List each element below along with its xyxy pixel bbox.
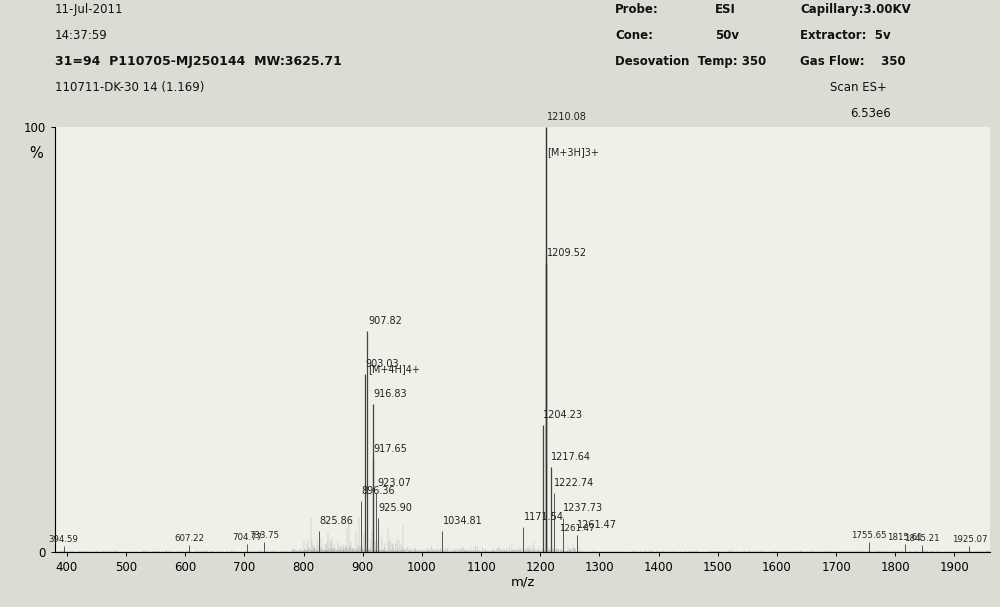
Text: 923.07: 923.07	[377, 478, 411, 488]
Text: 1217.64: 1217.64	[551, 452, 591, 463]
Text: 1222.74: 1222.74	[554, 478, 595, 488]
Text: 1925.07: 1925.07	[952, 535, 987, 544]
Text: Cone:: Cone:	[615, 29, 653, 42]
Text: [M+4H]4+: [M+4H]4+	[368, 364, 420, 374]
Text: 6.53e6: 6.53e6	[850, 107, 891, 120]
Text: 14:37:59: 14:37:59	[55, 29, 108, 42]
Text: 110711-DK-30 14 (1.169): 110711-DK-30 14 (1.169)	[55, 81, 204, 94]
X-axis label: m/z: m/z	[510, 576, 535, 589]
Text: Scan ES+: Scan ES+	[830, 81, 887, 94]
Text: 1204.23: 1204.23	[543, 410, 583, 420]
Text: 1171.54: 1171.54	[524, 512, 564, 522]
Text: 1209.52: 1209.52	[546, 248, 587, 259]
Text: 917.65: 917.65	[374, 444, 408, 454]
Text: [M+3H]3+: [M+3H]3+	[547, 148, 599, 157]
Text: Gas Flow:    350: Gas Flow: 350	[800, 55, 906, 68]
Text: 31=94  P110705-MJ250144  MW:3625.71: 31=94 P110705-MJ250144 MW:3625.71	[55, 55, 342, 68]
Text: ESI: ESI	[715, 3, 736, 16]
Text: 394.59: 394.59	[49, 535, 79, 544]
Text: 704.77: 704.77	[232, 533, 262, 541]
Text: 903.03: 903.03	[365, 359, 399, 369]
Text: 1210.08: 1210.08	[547, 112, 587, 123]
Text: 896.36: 896.36	[361, 486, 395, 497]
Text: 1261.47: 1261.47	[559, 524, 594, 534]
Text: Desovation  Temp: 350: Desovation Temp: 350	[615, 55, 766, 68]
Text: 733.75: 733.75	[249, 531, 279, 540]
Text: 825.86: 825.86	[319, 516, 353, 526]
Text: 916.83: 916.83	[373, 388, 407, 399]
Text: 907.82: 907.82	[368, 316, 402, 327]
Text: 607.22: 607.22	[174, 534, 205, 543]
Text: 925.90: 925.90	[379, 503, 413, 514]
Text: Capillary:3.00KV: Capillary:3.00KV	[800, 3, 911, 16]
Y-axis label: %: %	[29, 146, 43, 161]
Text: Probe:: Probe:	[615, 3, 659, 16]
Text: 1237.73: 1237.73	[563, 503, 603, 514]
Text: 50v: 50v	[715, 29, 739, 42]
Text: 1815.61: 1815.61	[887, 533, 922, 541]
Text: 1261.47: 1261.47	[577, 520, 617, 531]
Text: 11-Jul-2011: 11-Jul-2011	[55, 3, 124, 16]
Text: 1845.21: 1845.21	[904, 534, 940, 543]
Text: Extractor:  5v: Extractor: 5v	[800, 29, 891, 42]
Text: 1034.81: 1034.81	[443, 516, 483, 526]
Text: 1755.65: 1755.65	[851, 531, 887, 540]
